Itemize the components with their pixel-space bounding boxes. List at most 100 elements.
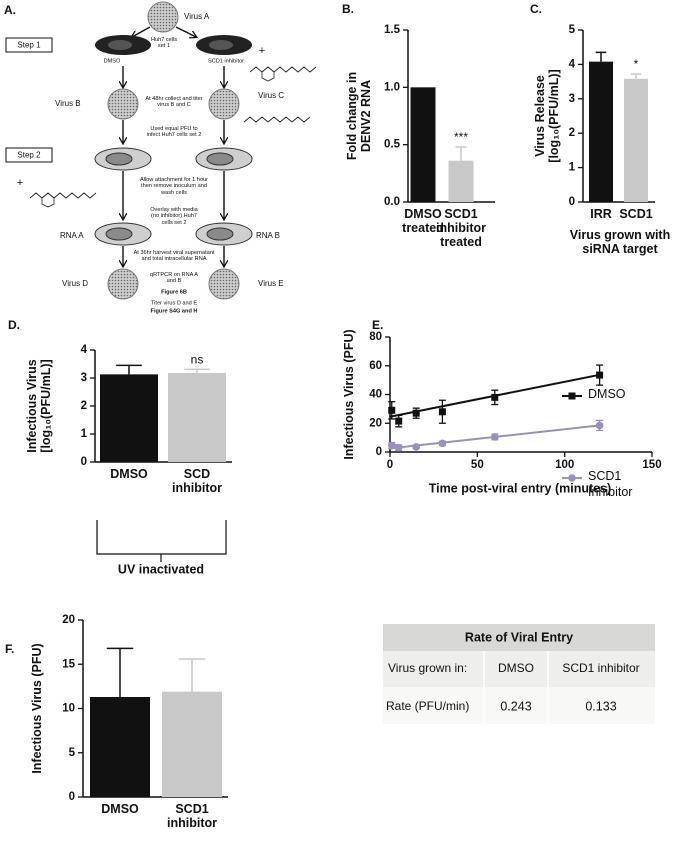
legend-entry [562,392,582,400]
condition-label: DMSO [104,58,121,64]
y-axis-label: Infectious Virus (PFU) [30,643,45,774]
figure-ref: Figure S4G and H [151,308,198,314]
x-tick-label: SCD1 [619,207,653,221]
point [491,433,499,441]
note: Allow attachment for 1 hour then remove … [139,177,209,196]
y-axis-label-box: Virus Release [log₁₀(PFU/mL)] [533,69,561,162]
point [438,408,446,416]
significance: ns [191,352,204,366]
legend-label: DMSO [588,387,626,401]
y-tick-label: 0 [81,456,87,468]
y-tick-label: 20 [62,614,75,626]
panel-label: C. [530,2,542,16]
y-tick-label: 1.5 [384,24,401,36]
x-tick-label-box: DMSO treated [402,207,444,235]
x-axis-label: Virus grown with siRNA target [569,228,671,256]
y-tick-label: 20 [369,417,382,429]
y-axis-label: Infectious Virus [log₁₀(PFU/mL)] [25,359,53,453]
y-tick-label: 3 [81,372,87,384]
point [387,441,396,450]
nucleus [105,227,133,241]
virus-label: Virus E [258,279,284,288]
panel-label: D. [8,318,20,332]
legend-marker [568,474,576,482]
x-tick-label: 0 [387,459,393,471]
bar [448,160,474,202]
point [395,417,403,425]
arrow [175,26,196,37]
virus-label: Virus D [62,279,88,288]
note-box: qRTPCR on RNA A and B [149,272,199,285]
x-tick-label: SCD1 inhibitor treated [436,207,486,249]
y-tick-label: 40 [369,389,382,401]
table-row [383,651,655,687]
error-bar [455,146,467,161]
y-tick-label: 0 [376,446,382,458]
table-cell: DMSO [498,661,534,675]
note: qRTPCR on RNA A and B [149,272,199,285]
step-box [5,147,53,163]
step-label: Step 1 [17,41,41,50]
panel-label: E. [372,318,383,332]
error-bar [630,73,642,79]
error-bar [184,368,210,373]
note-box: Used equal PFU to infect Huh7 cells set … [146,126,202,139]
x-tick-label-box: SCD inhibitor [172,467,222,495]
bracket-label: UV inactivated [118,562,204,576]
point [595,421,604,430]
panel-label: F. [5,642,14,656]
y-tick-label: 0 [69,791,75,803]
plus-sign: + [259,45,265,57]
note-box: Overlay with media (no inhibitor) Huh7 c… [150,207,198,226]
legend-label-box: DMSO [588,387,626,401]
significance: * [634,57,639,71]
y-tick-label: 0 [569,196,575,208]
y-tick-label: 2 [81,400,87,412]
y-axis-label-box: Fold change in DENV2 RNA [345,71,373,161]
y-tick-label: 5 [69,747,76,759]
y-tick-label: 4 [81,344,88,356]
y-axis-label: Fold change in DENV2 RNA [345,71,373,161]
diagram: A. Virus A Step 1 DMSO SCD1 inhibitor Hu… [4,1,317,314]
x-tick-label: DMSO treated [402,207,444,235]
y-axis-label: Infectious Virus (PFU) [342,329,357,460]
note: Used equal PFU to infect Huh7 cells set … [146,126,202,139]
nucleus [206,152,234,166]
step-label: Step 2 [17,151,41,160]
note: Titer virus D and E [151,300,197,306]
condition-label: SCD1 inhibitor [208,58,244,64]
table-cell: Rate (PFU/min) [386,699,469,713]
nucleus [206,227,234,241]
x-tick-label-box: SCD1 inhibitor [167,802,217,830]
y-tick-label: 1.0 [384,81,400,93]
x-tick-label: 100 [555,459,574,471]
panel-label: B. [342,2,354,16]
x-tick-label-box: IRR [590,207,612,221]
bar [168,372,226,462]
table-cell: SCD1 inhibitor [562,661,639,675]
table-cell: 0.133 [585,699,616,713]
virus-icon [107,88,139,120]
y-tick-label: 80 [369,331,382,343]
plus-sign: + [17,177,23,189]
note: At 36hr harvest viral supernatant and to… [133,250,215,263]
note: Overlay with media (no inhibitor) Huh7 c… [150,207,198,226]
error-bar [595,51,607,62]
y-axis-label-box: Infectious Virus (PFU) [30,643,45,774]
note-box: At 36hr harvest viral supernatant and to… [133,250,215,263]
legend-marker [568,392,576,400]
table: Rate of Viral Entry Virus grown in: DMSO… [383,624,655,724]
y-tick-label: 60 [369,360,382,372]
y-axis-label-box: Infectious Virus (PFU) [342,329,357,460]
rna-label: RNA B [256,231,280,240]
note: Huh7 cells set 1 [150,37,178,50]
x-tick-label-box: SCD1 [619,207,653,221]
note-box: Huh7 cells set 1 [150,37,178,50]
point [388,406,396,414]
note-box: At 48hr collect and titer virus B and C [145,96,202,108]
bar [624,78,648,202]
chemical [261,66,275,82]
virus-icon [208,268,240,300]
x-axis-label: Time post-viral entry (minutes) [429,481,611,495]
